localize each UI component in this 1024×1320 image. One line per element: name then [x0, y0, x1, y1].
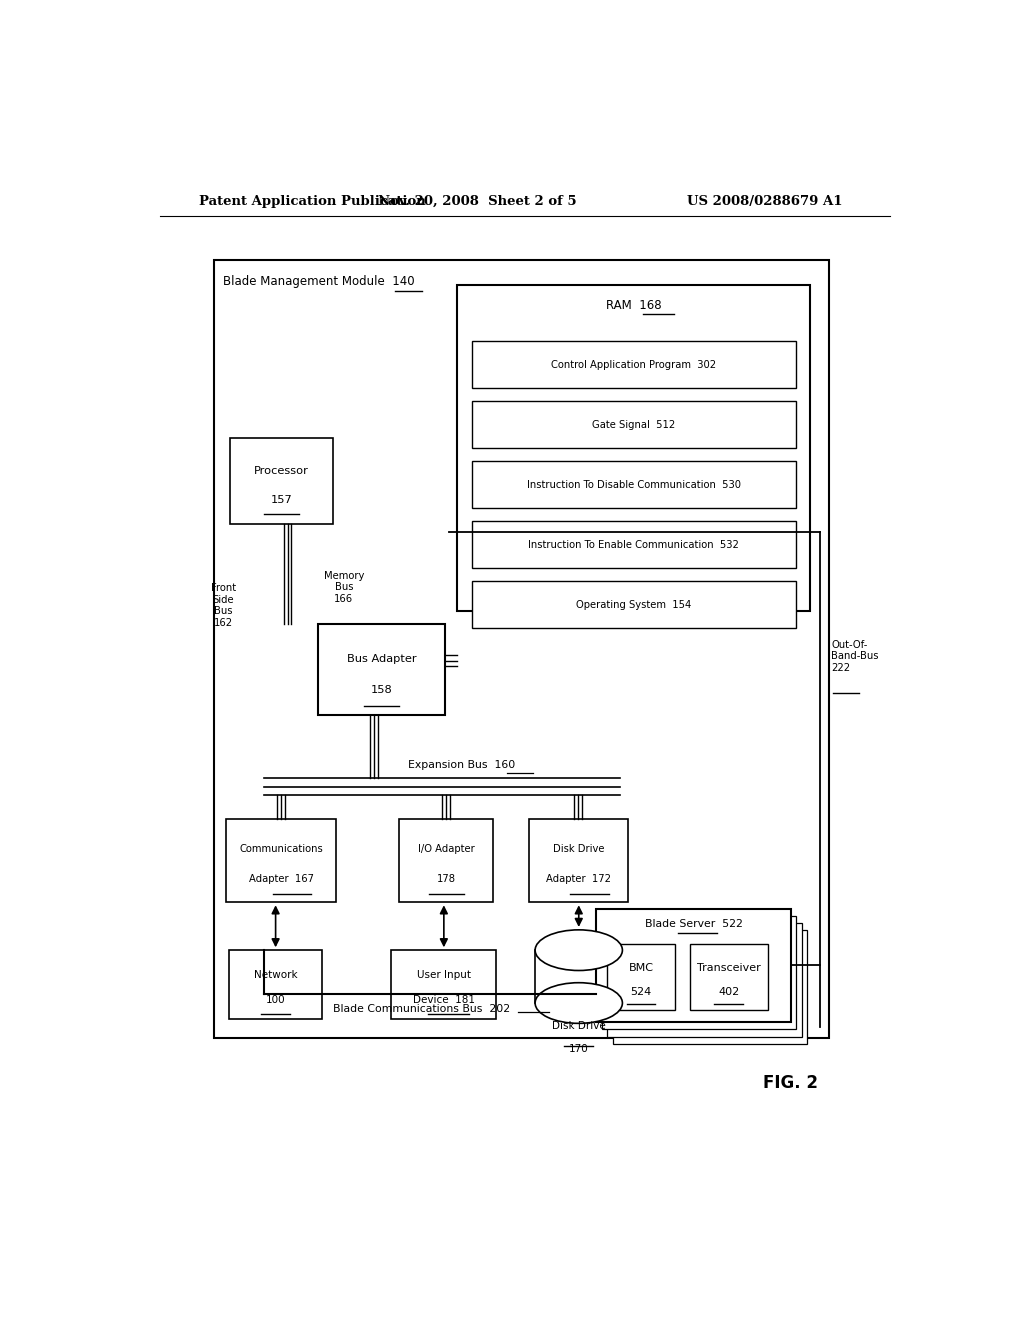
Bar	[596, 908, 791, 1022]
Text: RAM  168: RAM 168	[606, 298, 662, 312]
Text: Blade Management Module  140: Blade Management Module 140	[223, 276, 415, 288]
Text: Blade Communications Bus  202: Blade Communications Bus 202	[333, 1005, 510, 1014]
Text: Disk Drive: Disk Drive	[553, 843, 604, 854]
Text: Instruction To Disable Communication  530: Instruction To Disable Communication 530	[527, 479, 741, 490]
Text: US 2008/0288679 A1: US 2008/0288679 A1	[687, 194, 842, 207]
Text: BMC: BMC	[629, 962, 653, 973]
Bar	[607, 923, 802, 1036]
Text: Patent Application Publication: Patent Application Publication	[200, 194, 426, 207]
Ellipse shape	[536, 982, 623, 1023]
Text: Nov. 20, 2008  Sheet 2 of 5: Nov. 20, 2008 Sheet 2 of 5	[378, 194, 577, 207]
Text: Front
Side
Bus
162: Front Side Bus 162	[211, 583, 236, 628]
Text: Disk Drive: Disk Drive	[552, 1022, 605, 1031]
Text: Blade Server  522: Blade Server 522	[644, 919, 742, 929]
Bar	[214, 260, 828, 1038]
Text: I/O Adapter: I/O Adapter	[418, 843, 474, 854]
Text: Operating System  154: Operating System 154	[577, 599, 691, 610]
Ellipse shape	[536, 929, 623, 970]
Text: Communications: Communications	[240, 843, 323, 854]
Text: 157: 157	[270, 495, 292, 506]
Bar	[472, 461, 797, 508]
Bar	[602, 916, 797, 1030]
Bar	[228, 950, 323, 1019]
Bar	[399, 818, 494, 903]
Bar	[472, 521, 797, 568]
Text: Adapter  167: Adapter 167	[249, 874, 313, 884]
Text: 158: 158	[371, 685, 393, 694]
Bar	[226, 818, 336, 903]
Text: User Input: User Input	[417, 970, 471, 979]
Text: 178: 178	[436, 874, 456, 884]
Text: Processor: Processor	[254, 466, 308, 475]
Bar	[472, 342, 797, 388]
Text: Expansion Bus  160: Expansion Bus 160	[408, 760, 515, 771]
Text: 170: 170	[569, 1044, 589, 1053]
Text: Bus Adapter: Bus Adapter	[347, 653, 417, 664]
Text: Control Application Program  302: Control Application Program 302	[551, 360, 717, 370]
Text: FIG. 2: FIG. 2	[764, 1074, 818, 1093]
Bar	[472, 581, 797, 628]
Text: Device  181: Device 181	[413, 995, 475, 1005]
Bar	[229, 438, 333, 524]
Text: Out-Of-
Band-Bus
222: Out-Of- Band-Bus 222	[831, 640, 879, 673]
Bar	[472, 401, 797, 447]
Bar	[613, 929, 807, 1044]
Bar	[528, 818, 628, 903]
Text: Adapter  172: Adapter 172	[546, 874, 611, 884]
Bar	[458, 285, 811, 611]
Text: Network: Network	[254, 970, 297, 979]
Text: 524: 524	[631, 986, 651, 997]
Text: 100: 100	[266, 995, 286, 1005]
Text: 402: 402	[718, 986, 739, 997]
Bar	[391, 950, 497, 1019]
Text: Gate Signal  512: Gate Signal 512	[592, 420, 676, 430]
Bar	[690, 944, 768, 1010]
Text: Instruction To Enable Communication  532: Instruction To Enable Communication 532	[528, 540, 739, 549]
Bar	[607, 944, 675, 1010]
Bar	[536, 950, 623, 1003]
Text: Transceiver: Transceiver	[697, 962, 761, 973]
Text: Memory
Bus
166: Memory Bus 166	[324, 570, 365, 605]
Bar	[318, 624, 445, 715]
